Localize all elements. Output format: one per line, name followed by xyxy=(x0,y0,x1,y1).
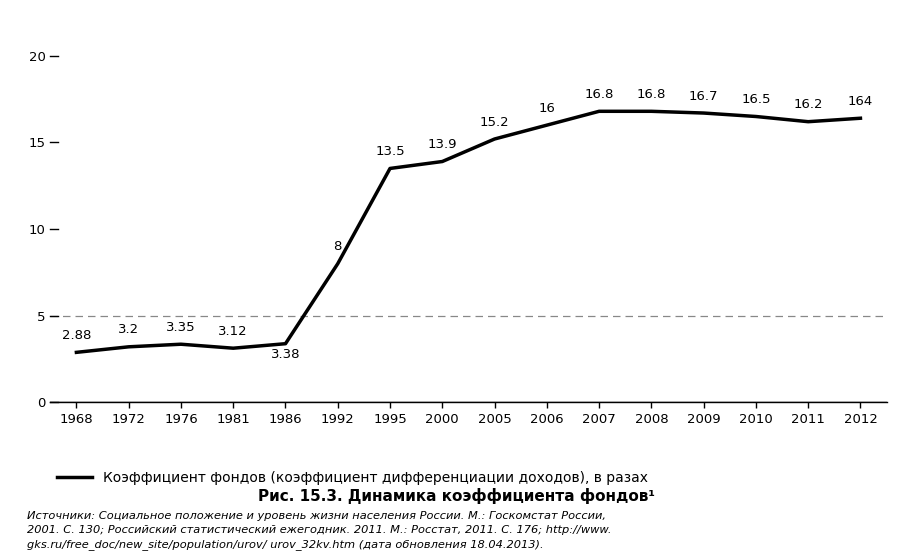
Text: 16.8: 16.8 xyxy=(637,88,666,101)
Text: 16.5: 16.5 xyxy=(741,93,771,106)
Text: 3.2: 3.2 xyxy=(118,323,139,337)
Text: 16.7: 16.7 xyxy=(689,90,718,102)
Text: 3.35: 3.35 xyxy=(166,321,196,334)
Text: Источники: Социальное положение и уровень жизни населения России. М.: Госкомстат: Источники: Социальное положение и уровен… xyxy=(27,511,606,521)
Text: 3.12: 3.12 xyxy=(218,325,248,338)
Text: 16.2: 16.2 xyxy=(793,98,823,111)
Text: 2.88: 2.88 xyxy=(62,329,91,342)
Text: 13.9: 13.9 xyxy=(428,138,457,151)
Text: 16: 16 xyxy=(538,102,556,115)
Text: 164: 164 xyxy=(848,95,873,108)
Text: gks.ru/free_doc/new_site/population/urov/ urov_32kv.htm (дата обновления 18.04.2: gks.ru/free_doc/new_site/population/urov… xyxy=(27,539,544,550)
Text: 15.2: 15.2 xyxy=(480,116,509,128)
Text: 16.8: 16.8 xyxy=(584,88,614,101)
Text: 8: 8 xyxy=(334,240,342,253)
Legend: Коэффициент фондов (коэффициент дифференциации доходов), в разах: Коэффициент фондов (коэффициент дифферен… xyxy=(58,471,648,485)
Text: 3.38: 3.38 xyxy=(271,348,300,361)
Text: 2001. С. 130; Российский статистический ежегодник. 2011. М.: Росстат, 2011. С. 1: 2001. С. 130; Российский статистический … xyxy=(27,525,611,535)
Text: Рис. 15.3. Динамика коэффициента фондов¹: Рис. 15.3. Динамика коэффициента фондов¹ xyxy=(259,488,655,504)
Text: 13.5: 13.5 xyxy=(376,145,405,158)
